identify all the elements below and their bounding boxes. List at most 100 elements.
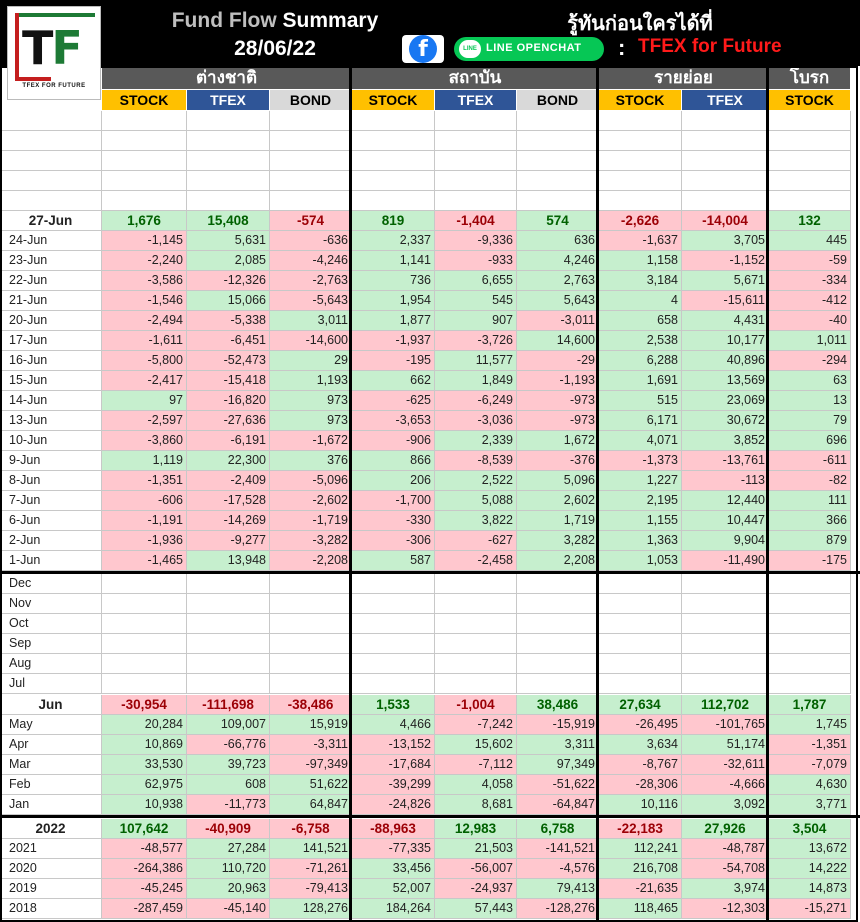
- table-cell: 110,720: [187, 859, 270, 879]
- table-cell: -28,306: [599, 775, 682, 795]
- row-label: [0, 151, 102, 171]
- table-cell: 5,631: [187, 231, 270, 251]
- table-cell: -611: [769, 451, 851, 471]
- group-header: สถาบัน: [352, 67, 598, 89]
- table-cell: 376: [270, 451, 352, 471]
- table-cell: -24,826: [352, 795, 435, 815]
- row-label: 2019: [0, 879, 102, 899]
- row-label: [0, 131, 102, 151]
- group-header: ต่างชาติ: [102, 67, 351, 89]
- table-cell: -627: [435, 531, 517, 551]
- brand-separator: :: [618, 35, 626, 60]
- empty-cell: [517, 654, 599, 674]
- row-label: 14-Jun: [0, 391, 102, 411]
- column-header-tfex: TFEX: [682, 90, 768, 110]
- table-cell: 33,456: [352, 859, 435, 879]
- table-cell: -48,787: [682, 839, 769, 859]
- page-title: Fund Flow Summary: [171, 9, 379, 32]
- empty-cell: [102, 151, 187, 171]
- table-cell: 2,538: [599, 331, 682, 351]
- empty-cell: [435, 131, 517, 151]
- row-label: 7-Jun: [0, 491, 102, 511]
- summary-cell: 6,758: [517, 819, 599, 839]
- table-cell: 63: [769, 371, 851, 391]
- table-cell: 97,349: [517, 755, 599, 775]
- table-cell: 1,193: [270, 371, 352, 391]
- line-openchat-button[interactable]: LINE LINE OPENCHAT: [454, 37, 604, 61]
- table-cell: -294: [769, 351, 851, 371]
- table-cell: -17,684: [352, 755, 435, 775]
- empty-cell: [769, 634, 851, 654]
- empty-cell: [682, 614, 769, 634]
- table-cell: 15,066: [187, 291, 270, 311]
- table-cell: -128,276: [517, 899, 599, 919]
- table-cell: 608: [187, 775, 270, 795]
- table-cell: -12,303: [682, 899, 769, 919]
- table-cell: -1,700: [352, 491, 435, 511]
- table-cell: 1,227: [599, 471, 682, 491]
- table-cell: -113: [682, 471, 769, 491]
- table-cell: 973: [270, 411, 352, 431]
- table-cell: -71,261: [270, 859, 352, 879]
- column-header-bond: BOND: [517, 90, 598, 110]
- empty-cell: [102, 634, 187, 654]
- table-cell: 3,092: [682, 795, 769, 815]
- facebook-link[interactable]: f: [402, 35, 444, 63]
- row-label: 17-Jun: [0, 331, 102, 351]
- table-cell: 51,622: [270, 775, 352, 795]
- empty-cell: [102, 111, 187, 131]
- table-cell: 1,719: [517, 511, 599, 531]
- table-cell: -8,539: [435, 451, 517, 471]
- table-cell: 13,672: [769, 839, 851, 859]
- logo-subtitle: TFEX FOR FUTURE: [22, 83, 86, 89]
- empty-cell: [102, 171, 187, 191]
- table-cell: 21,503: [435, 839, 517, 859]
- row-label: 21-Jun: [0, 291, 102, 311]
- table-cell: -7,112: [435, 755, 517, 775]
- table-cell: -54,708: [682, 859, 769, 879]
- empty-cell: [435, 574, 517, 594]
- table-cell: 20,284: [102, 715, 187, 735]
- table-cell: 973: [270, 391, 352, 411]
- table-cell: -3,586: [102, 271, 187, 291]
- table-cell: 736: [352, 271, 435, 291]
- row-label: Sep: [0, 634, 102, 654]
- table-cell: 39,723: [187, 755, 270, 775]
- table-cell: 33,530: [102, 755, 187, 775]
- empty-cell: [769, 111, 851, 131]
- table-cell: -12,326: [187, 271, 270, 291]
- column-header-bond: BOND: [270, 90, 351, 110]
- table-cell: 3,822: [435, 511, 517, 531]
- empty-cell: [517, 594, 599, 614]
- table-cell: 907: [435, 311, 517, 331]
- table-cell: 3,852: [682, 431, 769, 451]
- table-cell: 14,222: [769, 859, 851, 879]
- column-header-stock: STOCK: [102, 90, 186, 110]
- table-cell: -1,373: [599, 451, 682, 471]
- row-label: Jul: [0, 674, 102, 694]
- table-cell: -3,726: [435, 331, 517, 351]
- table-cell: -29: [517, 351, 599, 371]
- table-cell: 112,241: [599, 839, 682, 859]
- table-cell: -412: [769, 291, 851, 311]
- table-cell: 1,363: [599, 531, 682, 551]
- empty-cell: [187, 131, 270, 151]
- table-cell: -334: [769, 271, 851, 291]
- empty-cell: [270, 131, 352, 151]
- table-cell: 545: [435, 291, 517, 311]
- table-cell: -4,666: [682, 775, 769, 795]
- table-cell: -51,622: [517, 775, 599, 795]
- empty-cell: [270, 654, 352, 674]
- empty-cell: [102, 654, 187, 674]
- summary-cell: 574: [517, 211, 599, 231]
- empty-cell: [769, 574, 851, 594]
- table-cell: -2,763: [270, 271, 352, 291]
- empty-cell: [352, 674, 435, 694]
- table-cell: -1,191: [102, 511, 187, 531]
- row-label: Apr: [0, 735, 102, 755]
- row-label: Aug: [0, 654, 102, 674]
- table-cell: -306: [352, 531, 435, 551]
- table-cell: 4,246: [517, 251, 599, 271]
- table-cell: 57,443: [435, 899, 517, 919]
- empty-cell: [517, 614, 599, 634]
